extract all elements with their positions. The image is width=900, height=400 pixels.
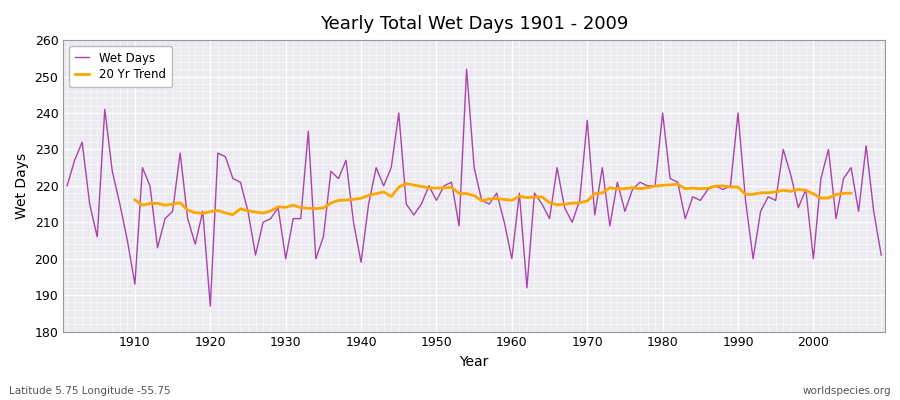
Wet Days: [340, 158, 351, 163]
Wet Days: [461, 67, 472, 72]
20 Yr Trend: [454, 191, 464, 196]
20 Yr Trend: [400, 181, 411, 186]
Text: Latitude 5.75 Longitude -55.75: Latitude 5.75 Longitude -55.75: [9, 386, 171, 396]
Wet Days: [521, 286, 532, 290]
20 Yr Trend: [228, 212, 238, 217]
20 Yr Trend: [340, 198, 351, 202]
Y-axis label: Wet Days: Wet Days: [15, 153, 29, 219]
Wet Days: [205, 304, 216, 308]
Title: Yearly Total Wet Days 1901 - 2009: Yearly Total Wet Days 1901 - 2009: [320, 15, 628, 33]
20 Yr Trend: [130, 198, 140, 202]
Wet Days: [62, 184, 73, 188]
Wet Days: [612, 180, 623, 185]
Wet Days: [122, 238, 133, 243]
Text: worldspecies.org: worldspecies.org: [803, 386, 891, 396]
Line: Wet Days: Wet Days: [68, 69, 881, 306]
Legend: Wet Days, 20 Yr Trend: Wet Days, 20 Yr Trend: [69, 46, 172, 87]
Wet Days: [295, 216, 306, 221]
Wet Days: [514, 191, 525, 196]
20 Yr Trend: [529, 194, 540, 199]
20 Yr Trend: [800, 188, 811, 193]
Wet Days: [876, 253, 886, 258]
Line: 20 Yr Trend: 20 Yr Trend: [135, 184, 851, 215]
20 Yr Trend: [235, 206, 246, 211]
20 Yr Trend: [507, 198, 517, 203]
X-axis label: Year: Year: [460, 355, 489, 369]
20 Yr Trend: [846, 191, 857, 196]
